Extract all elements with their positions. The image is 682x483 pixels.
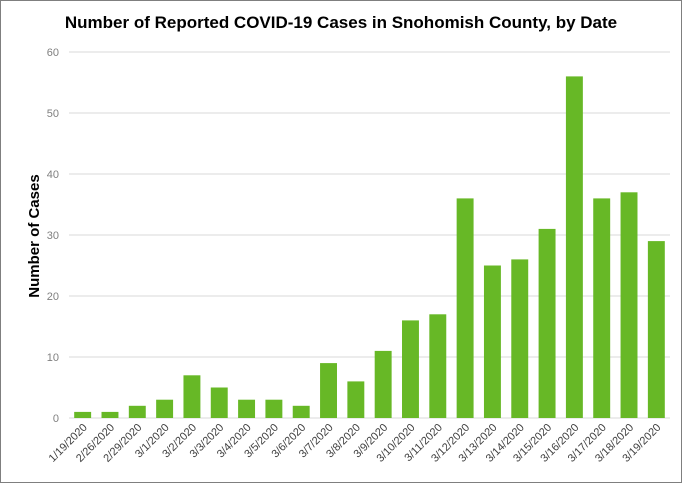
bar-3/15/2020 — [538, 228, 556, 418]
bar-3/2/2020 — [183, 375, 201, 418]
bar-3/5/2020 — [265, 399, 283, 418]
y-tick-label: 30 — [47, 230, 59, 242]
bar-3/4/2020 — [238, 399, 256, 418]
bar-3/6/2020 — [292, 405, 310, 418]
bar-3/12/2020 — [456, 198, 474, 418]
bar-3/7/2020 — [320, 363, 337, 418]
bar-3/17/2020 — [593, 198, 611, 418]
y-axis-label: Number of Cases — [26, 174, 43, 297]
y-tick-label: 40 — [47, 169, 59, 181]
bar-2/29/2020 — [128, 405, 146, 418]
bar-2/26/2020 — [101, 411, 119, 418]
y-tick-label: 10 — [47, 352, 59, 364]
bar-3/14/2020 — [511, 259, 529, 418]
bar-3/18/2020 — [620, 192, 638, 418]
bar-3/1/2020 — [156, 399, 174, 418]
bar-3/11/2020 — [429, 314, 447, 418]
bar-3/10/2020 — [402, 320, 419, 418]
y-tick-label: 60 — [47, 47, 59, 59]
y-tick-label: 0 — [53, 413, 59, 425]
bar-3/16/2020 — [565, 76, 583, 419]
chart-title: Number of Reported COVID-19 Cases in Sno… — [64, 13, 618, 32]
y-tick-label: 20 — [47, 291, 59, 303]
bar-3/13/2020 — [483, 265, 501, 418]
bar-3/9/2020 — [374, 350, 392, 418]
bar-1/19/2020 — [74, 411, 92, 418]
bar-3/8/2020 — [347, 381, 365, 418]
bar-3/19/2020 — [647, 241, 665, 418]
bar-3/3/2020 — [210, 387, 228, 418]
y-tick-label: 50 — [47, 108, 59, 120]
